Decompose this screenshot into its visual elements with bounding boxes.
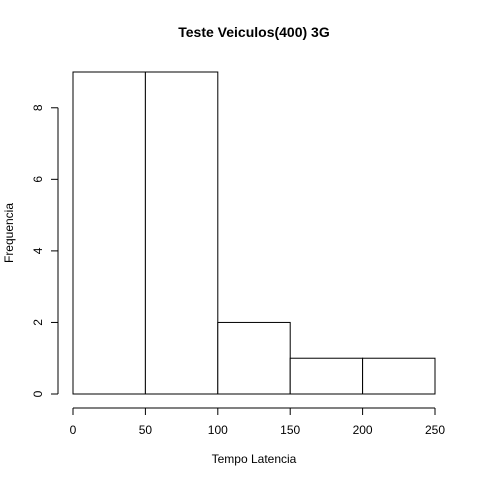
histogram-bar-1 — [144, 71, 219, 395]
y-tick-label-2: 4 — [31, 247, 45, 254]
y-tick-label-0: 0 — [31, 390, 45, 397]
y-axis: 0 2 4 6 8 — [31, 104, 59, 397]
x-tick-label-2: 100 — [208, 423, 228, 437]
y-tick-label-1: 2 — [31, 319, 45, 326]
bars-group — [72, 71, 436, 395]
x-tick-label-0: 0 — [70, 423, 77, 437]
chart-title: Teste Veiculos(400) 3G — [178, 24, 330, 40]
x-tick-label-1: 50 — [139, 423, 153, 437]
histogram-bar-3 — [289, 357, 364, 395]
y-axis-label: Frequencia — [2, 203, 16, 263]
x-tick-label-3: 150 — [280, 423, 300, 437]
x-tick-label-4: 200 — [353, 423, 373, 437]
histogram-bar-0 — [72, 71, 146, 395]
x-axis-label: Tempo Latencia — [212, 452, 297, 466]
y-tick-label-3: 6 — [31, 176, 45, 183]
x-axis: 0 50 100 150 200 250 — [70, 407, 445, 437]
histogram-bar-2 — [217, 321, 291, 395]
x-tick-label-5: 250 — [425, 423, 445, 437]
y-tick-label-4: 8 — [31, 104, 45, 111]
histogram-bar-4 — [362, 357, 436, 395]
